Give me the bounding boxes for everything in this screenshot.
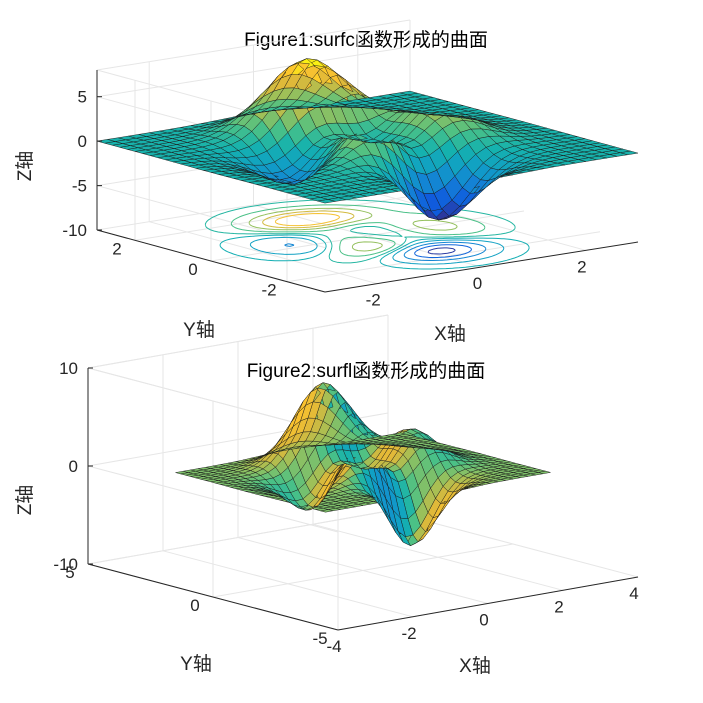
contour-line bbox=[262, 210, 355, 229]
chart-title-1: Figure1:surfc函数形成的曲面 bbox=[244, 29, 488, 51]
surface-mesh-1 bbox=[96, 58, 639, 221]
contour-line bbox=[219, 234, 530, 270]
z-tick-label: 10 bbox=[59, 359, 78, 378]
x-tick-label: 0 bbox=[479, 611, 488, 630]
x-axis-label-1: X轴 bbox=[434, 323, 466, 345]
y-tick-label: 5 bbox=[65, 563, 74, 582]
contour-line bbox=[414, 244, 472, 258]
contour-plot-1 bbox=[204, 199, 530, 270]
z-axis-label-1: Z轴 bbox=[14, 151, 36, 182]
contour-line bbox=[248, 207, 458, 252]
z-tick-label: -5 bbox=[72, 177, 87, 196]
y-tick-label: 2 bbox=[112, 239, 121, 258]
grid-line-y-floor bbox=[212, 543, 514, 598]
subplot-surfl: Figure2:surfl函数形成的曲面 -10 0 10 -4 -2 0 2 4 -5 0 5 X… bbox=[14, 314, 639, 677]
contour-line bbox=[284, 241, 487, 261]
z-axis-label-2: Z轴 bbox=[14, 485, 36, 516]
x-tick-label: 2 bbox=[554, 597, 563, 616]
x-tick-label: 4 bbox=[629, 584, 638, 603]
box-edge bbox=[87, 314, 389, 369]
grid-line-y-floor bbox=[210, 210, 525, 262]
contour-line bbox=[427, 247, 456, 255]
surface-patch bbox=[96, 139, 116, 144]
y-axis-line bbox=[96, 229, 326, 293]
x-axis-line bbox=[324, 241, 639, 293]
axes-2: -10 0 10 -4 -2 0 2 4 -5 0 5 bbox=[53, 359, 638, 656]
z-tick-label: -10 bbox=[53, 555, 78, 574]
x-tick-label: 0 bbox=[473, 274, 482, 293]
x-axis-line bbox=[337, 576, 639, 631]
y-tick-label: -5 bbox=[312, 629, 327, 648]
z-tick-label: 0 bbox=[78, 132, 87, 151]
y-axis-label-1: Y轴 bbox=[183, 319, 215, 341]
chart-title-2: Figure2:surfl函数形成的曲面 bbox=[247, 360, 486, 382]
x-tick-label: -2 bbox=[401, 624, 416, 643]
contour-line bbox=[274, 213, 341, 227]
axes-1: -10 -5 0 5 -2 0 2 -2 0 2 bbox=[62, 70, 639, 310]
y-axis-line bbox=[87, 563, 339, 631]
y-tick-label: -2 bbox=[261, 281, 276, 300]
contour-line bbox=[230, 204, 486, 257]
x-tick-label: -2 bbox=[366, 291, 381, 310]
surface-mesh-2 bbox=[175, 382, 551, 546]
z-tick-label: 5 bbox=[78, 88, 87, 107]
subplot-surfc: Figure1:surfc函数形成的曲面 -10-505-202-202 X轴 … bbox=[14, 19, 639, 345]
z-tick-label: -10 bbox=[62, 221, 87, 240]
x-axis-label-2: X轴 bbox=[459, 655, 491, 677]
x-tick-label: -4 bbox=[326, 637, 341, 656]
x-tick-label: 2 bbox=[577, 257, 586, 276]
contour-line bbox=[249, 236, 505, 265]
grid-line-y-floor bbox=[87, 510, 389, 565]
box-edge bbox=[96, 19, 411, 71]
surface-patch bbox=[175, 470, 189, 475]
y-axis-label-2: Y轴 bbox=[180, 653, 212, 675]
y-tick-label: 0 bbox=[188, 260, 197, 279]
z-tick-label: 0 bbox=[69, 457, 78, 476]
contour-line bbox=[204, 199, 516, 264]
y-tick-label: 0 bbox=[190, 596, 199, 615]
